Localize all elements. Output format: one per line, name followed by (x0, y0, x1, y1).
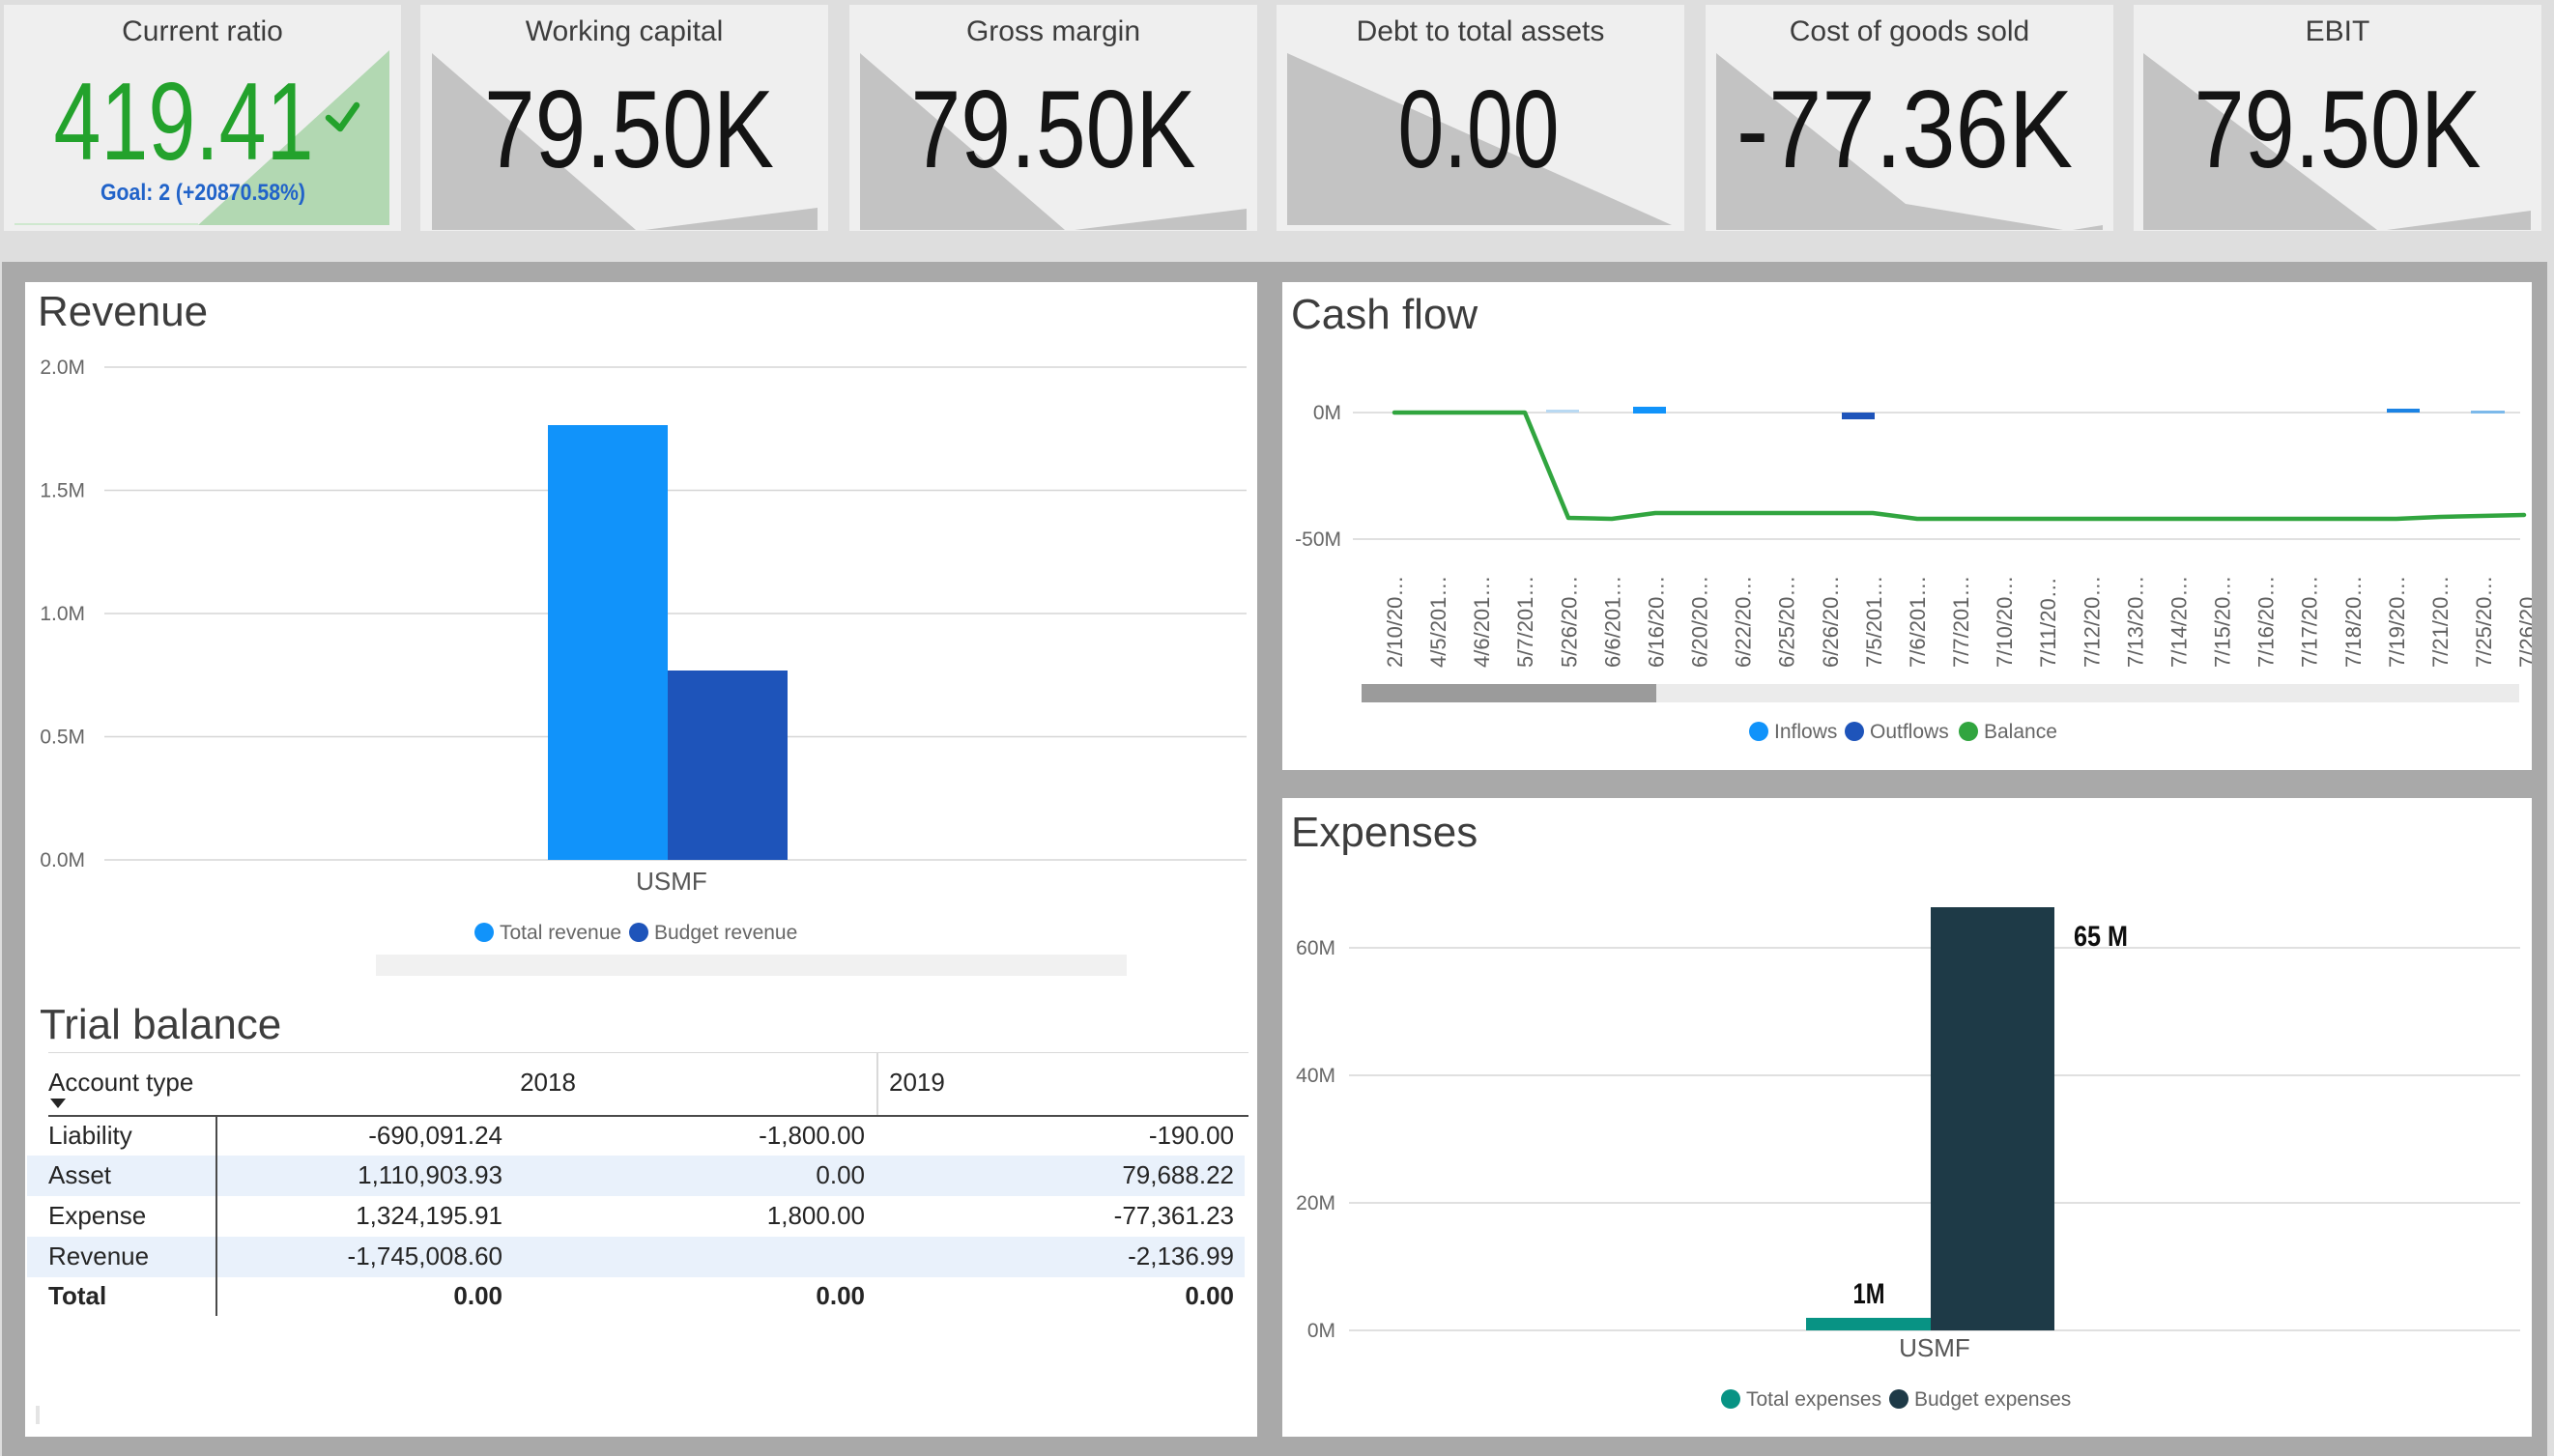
svg-text:Cost of goods sold: Cost of goods sold (1790, 15, 2029, 47)
svg-text:Budget revenue: Budget revenue (654, 922, 797, 944)
svg-text:79.50K: 79.50K (2195, 69, 2482, 191)
svg-text:79.50K: 79.50K (484, 69, 774, 191)
svg-text:7/12/20…: 7/12/20… (2080, 576, 2104, 668)
svg-text:6/20/20…: 6/20/20… (1688, 576, 1712, 668)
svg-text:7/15/20…: 7/15/20… (2211, 576, 2235, 668)
svg-text:6/16/20…: 6/16/20… (1645, 576, 1669, 668)
svg-text:60M: 60M (1296, 937, 1335, 959)
svg-text:7/5/201…: 7/5/201… (1862, 576, 1886, 668)
svg-text:7/6/201…: 7/6/201… (1906, 576, 1930, 668)
svg-text:6/26/20…: 6/26/20… (1819, 576, 1843, 668)
svg-text:-77.36K: -77.36K (1736, 69, 2073, 191)
svg-text:Total expenses: Total expenses (1746, 1388, 1881, 1411)
svg-text:Debt to total assets: Debt to total assets (1357, 15, 1605, 47)
svg-text:2/10/20…: 2/10/20… (1383, 576, 1407, 668)
svg-text:7/13/20…: 7/13/20… (2123, 576, 2147, 668)
svg-text:Balance: Balance (1984, 721, 2057, 743)
svg-text:40M: 40M (1296, 1065, 1335, 1087)
svg-text:Working capital: Working capital (526, 15, 724, 47)
svg-text:7/26/20…: 7/26/20… (2515, 576, 2532, 668)
svg-text:7/18/20…: 7/18/20… (2341, 576, 2366, 668)
svg-text:0.00: 0.00 (1398, 69, 1560, 191)
svg-text:0.5M: 0.5M (40, 727, 85, 749)
svg-text:Gross margin: Gross margin (966, 15, 1140, 47)
svg-text:Total revenue: Total revenue (500, 922, 621, 944)
svg-text:7/17/20…: 7/17/20… (2298, 576, 2322, 668)
svg-text:6/6/201…: 6/6/201… (1600, 576, 1624, 668)
svg-text:0M: 0M (1313, 402, 1341, 424)
svg-text:USMF: USMF (636, 867, 707, 896)
svg-text:5/7/201…: 5/7/201… (1513, 576, 1537, 668)
svg-text:0M: 0M (1307, 1320, 1335, 1342)
svg-text:419.41: 419.41 (54, 61, 314, 184)
svg-text:4/5/201…: 4/5/201… (1426, 576, 1450, 668)
svg-text:5/26/20…: 5/26/20… (1557, 576, 1581, 668)
svg-text:-50M: -50M (1295, 528, 1341, 551)
svg-text:Current ratio: Current ratio (122, 15, 283, 47)
svg-text:7/11/20…: 7/11/20… (2036, 577, 2060, 668)
svg-text:2.0M: 2.0M (40, 357, 85, 379)
svg-text:EBIT: EBIT (2306, 15, 2370, 47)
svg-text:4/6/201…: 4/6/201… (1470, 576, 1494, 668)
svg-text:1.5M: 1.5M (40, 480, 85, 502)
svg-text:7/21/20…: 7/21/20… (2428, 576, 2453, 668)
svg-text:USMF: USMF (1899, 1333, 1970, 1362)
svg-text:1.0M: 1.0M (40, 603, 85, 625)
svg-text:7/14/20…: 7/14/20… (2167, 576, 2191, 668)
svg-text:Goal: 2 (+20870.58%): Goal: 2 (+20870.58%) (100, 180, 305, 206)
svg-text:6/22/20…: 6/22/20… (1732, 576, 1756, 668)
svg-text:Budget expenses: Budget expenses (1914, 1388, 2071, 1411)
svg-text:6/25/20…: 6/25/20… (1775, 576, 1799, 668)
svg-text:1M: 1M (1853, 1278, 1885, 1310)
svg-text:Inflows: Inflows (1774, 721, 1837, 743)
svg-text:Outflows: Outflows (1870, 721, 1949, 743)
svg-text:79.50K: 79.50K (911, 69, 1196, 191)
svg-text:0.0M: 0.0M (40, 849, 85, 871)
svg-text:7/25/20…: 7/25/20… (2472, 576, 2496, 668)
svg-text:20M: 20M (1296, 1192, 1335, 1214)
svg-text:7/7/201…: 7/7/201… (1949, 576, 1973, 668)
svg-text:7/10/20…: 7/10/20… (1993, 576, 2017, 668)
svg-text:65 M: 65 M (2074, 921, 2128, 953)
svg-text:7/19/20…: 7/19/20… (2385, 576, 2409, 668)
svg-text:7/16/20…: 7/16/20… (2254, 576, 2279, 668)
